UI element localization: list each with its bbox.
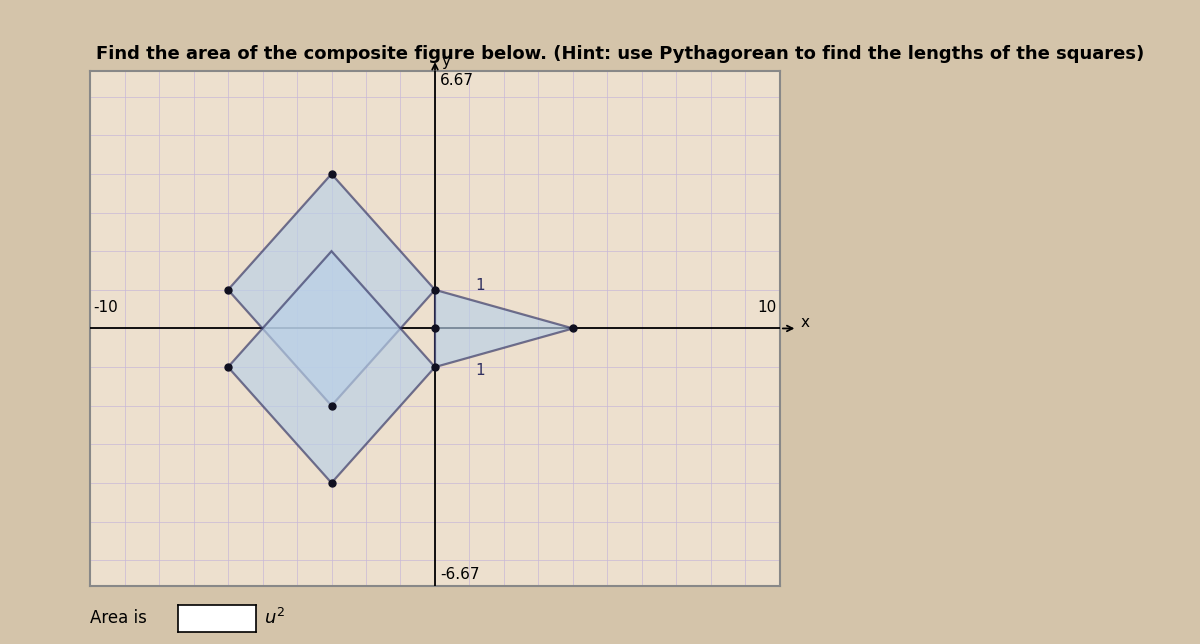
Text: 1: 1 [475,363,485,379]
Text: Area is: Area is [90,609,146,627]
Text: Find the area of the composite figure below. (Hint: use Pythagorean to find the : Find the area of the composite figure be… [96,45,1145,63]
Text: x: x [800,315,810,330]
Polygon shape [228,174,434,406]
Polygon shape [434,290,572,367]
Text: 1: 1 [475,278,485,294]
Text: -10: -10 [94,300,118,315]
Text: $u^2$: $u^2$ [264,608,284,629]
Polygon shape [228,251,434,483]
Text: -6.67: -6.67 [440,567,480,582]
Text: 6.67: 6.67 [440,73,474,88]
Text: y: y [442,54,451,69]
Text: 10: 10 [757,300,776,315]
